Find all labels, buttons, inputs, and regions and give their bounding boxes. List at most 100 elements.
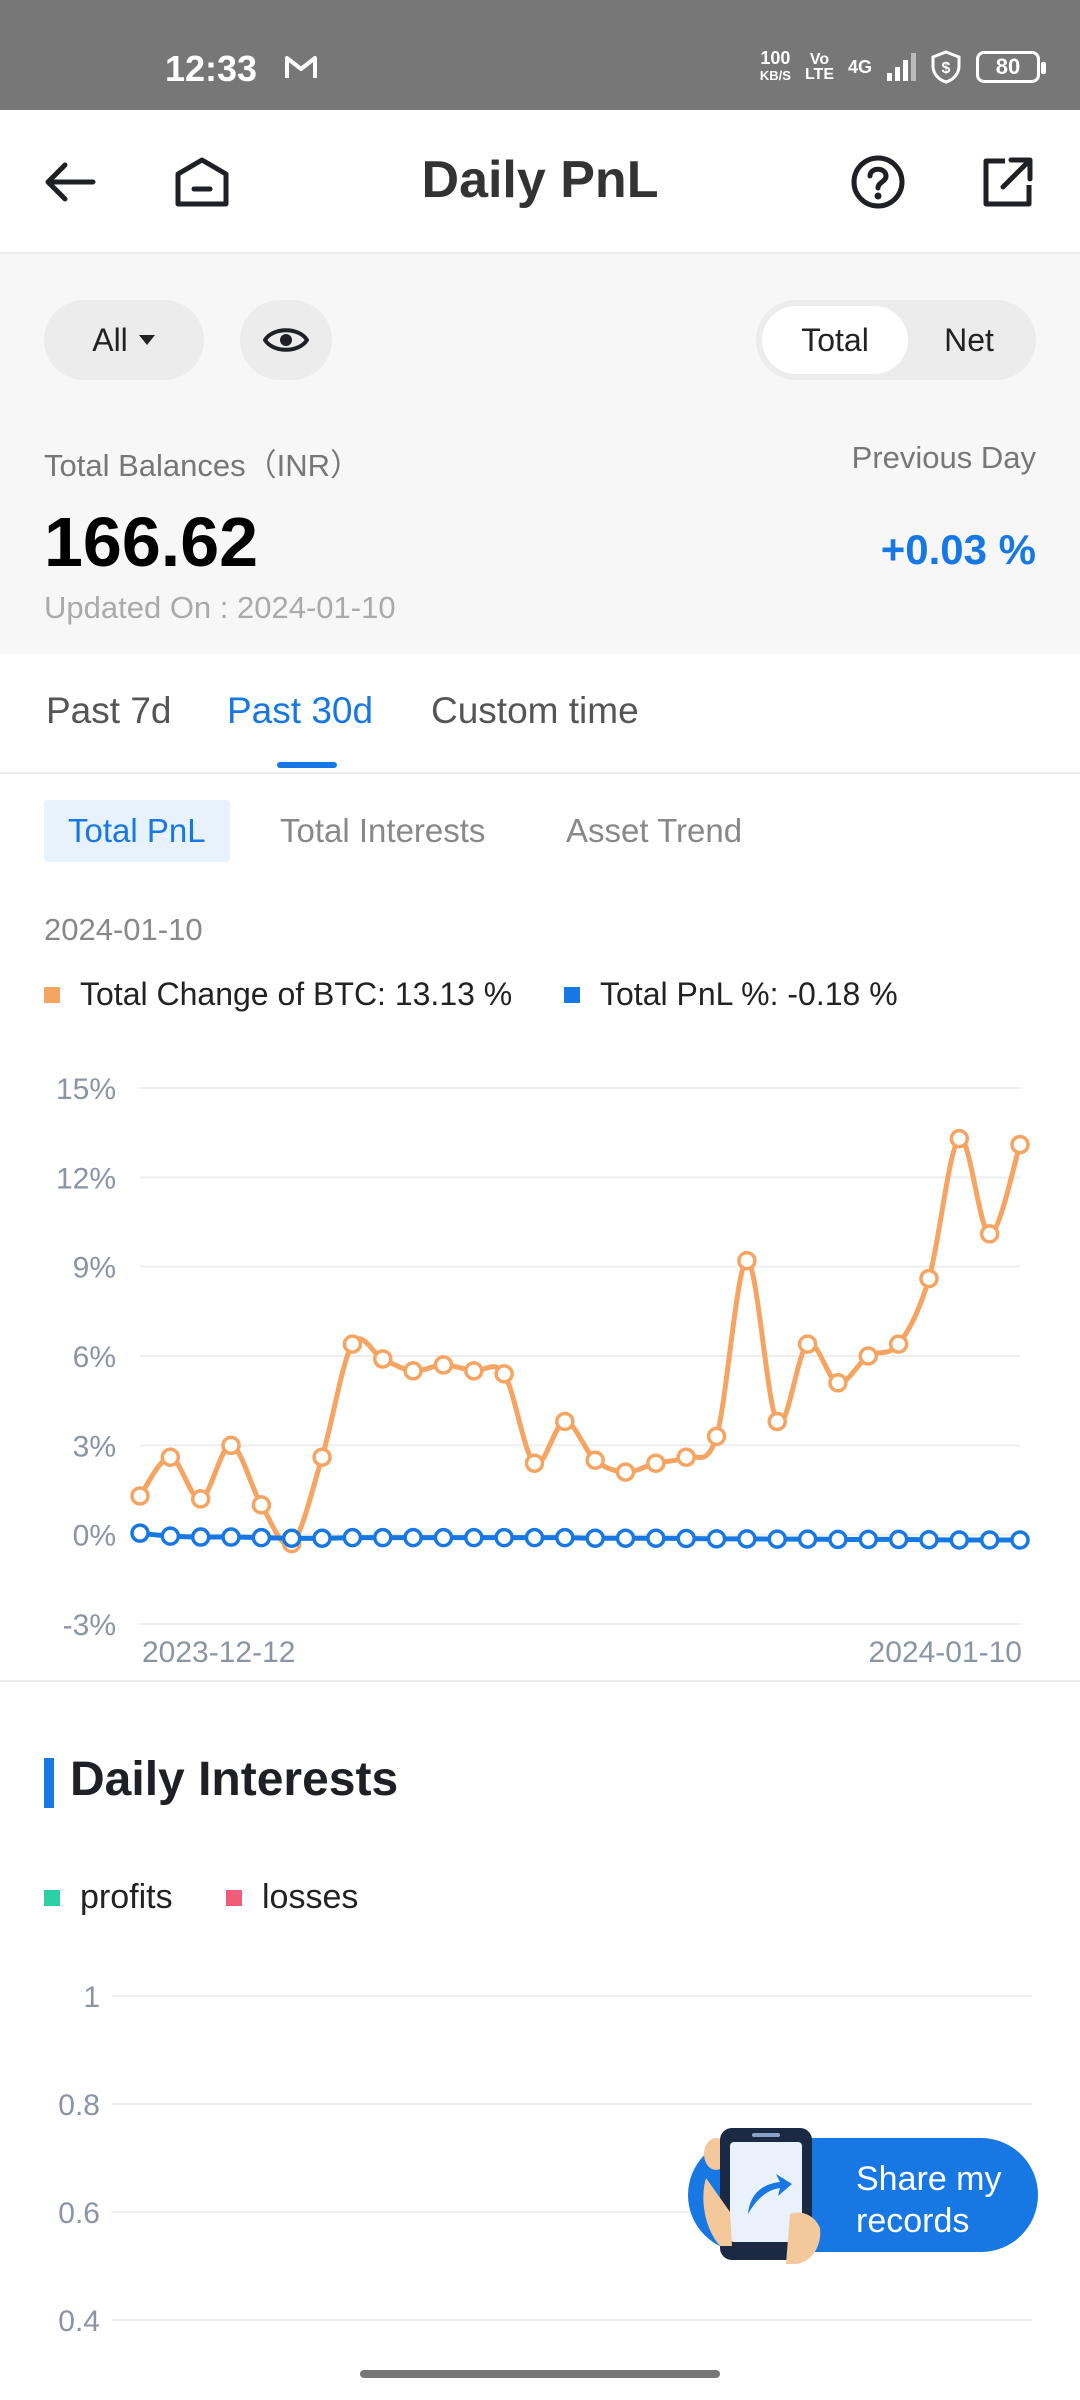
pnl-series-point	[979, 1530, 1000, 1550]
shield-dollar-icon: $	[931, 50, 961, 84]
active-tab-indicator	[277, 762, 337, 768]
btc-series-point	[524, 1453, 545, 1473]
daily-interests-title: Daily Interests	[70, 1753, 399, 1806]
toggle-total[interactable]: Total	[762, 306, 908, 374]
page-title: Daily PnL	[421, 151, 659, 209]
tab-past-7d[interactable]: Past 7d	[46, 690, 172, 731]
legend-losses: losses	[226, 1878, 358, 1917]
pnl-series-point	[615, 1528, 636, 1548]
toggle-net[interactable]: Net	[944, 321, 994, 358]
home-button[interactable]	[170, 150, 234, 214]
battery-indicator: 80	[976, 51, 1046, 83]
pnl-series-point	[130, 1523, 150, 1543]
pnl-series-point	[342, 1527, 363, 1548]
external-link-icon	[983, 157, 1033, 207]
balance-summary: All Total Net Total Balances（INR） Previo…	[0, 254, 1080, 654]
btc-series-point	[646, 1453, 666, 1473]
btc-series-point	[160, 1447, 181, 1467]
share-external-button[interactable]	[976, 150, 1040, 214]
btc-series-point	[433, 1355, 454, 1375]
tab-past-30d[interactable]: Past 30d	[227, 690, 374, 731]
pnl-series-point	[160, 1526, 181, 1546]
svg-text:$: $	[942, 60, 951, 77]
visibility-toggle[interactable]	[240, 300, 332, 380]
btc-series-point	[949, 1128, 970, 1149]
btc-series-point	[555, 1411, 575, 1432]
volte-top: Vo	[809, 51, 830, 68]
btc-series-point	[464, 1361, 484, 1381]
section-divider	[0, 1680, 1080, 1682]
btc-series-point	[403, 1361, 423, 1381]
y-tick-label: 0%	[73, 1520, 116, 1553]
btc-series-point	[342, 1334, 363, 1354]
pnl-series-point	[737, 1529, 757, 1549]
btc-series-point	[706, 1426, 727, 1447]
signal-icon	[887, 53, 916, 81]
help-button[interactable]	[846, 150, 910, 214]
pnl-series-point	[555, 1527, 575, 1548]
y-tick-label: 15%	[56, 1073, 116, 1106]
y-tick-label: 0.8	[58, 2089, 100, 2122]
share-records-button[interactable]: Share my records	[688, 2128, 1038, 2264]
tab-total-pnl[interactable]: Total PnL	[44, 800, 230, 862]
tab-asset-trend[interactable]: Asset Trend	[566, 812, 743, 849]
pnl-series-point	[433, 1527, 454, 1548]
y-tick-label: 0.6	[58, 2197, 100, 2230]
legend-profits-label: profits	[80, 1878, 173, 1916]
home-icon	[175, 157, 229, 207]
balance-value: 166.62	[44, 503, 259, 581]
btc-series-point	[737, 1250, 757, 1271]
pnl-series-point	[767, 1529, 787, 1549]
volte-bottom: LTE	[804, 66, 834, 83]
pnl-series-point	[888, 1529, 909, 1550]
network-speed: 100 KB/S	[759, 48, 791, 84]
btc-series-point	[676, 1447, 696, 1467]
btc-series-point	[919, 1268, 939, 1289]
btc-series-point	[888, 1334, 909, 1354]
section-accent-bar	[44, 1758, 54, 1808]
legend-profits: profits	[44, 1878, 173, 1917]
y-tick-label: 12%	[56, 1162, 116, 1195]
status-indicators: 100 KB/S Vo LTE 4G $ 80	[759, 48, 1046, 84]
help-icon	[851, 155, 905, 209]
pnl-series-point	[646, 1528, 666, 1548]
pnl-series-point	[251, 1527, 272, 1548]
pnl-line-chart[interactable]: 15% 12% 9% 6% 3% 0% -3% 2023-12-12 2024-01-10	[0, 1040, 1080, 1680]
btc-series-point	[494, 1364, 514, 1384]
pnl-series-point	[281, 1528, 302, 1548]
y-tick-label: -3%	[63, 1609, 116, 1642]
phone-share-icon	[703, 2128, 821, 2264]
pnl-series-point	[221, 1527, 241, 1547]
speed-value: 100	[760, 48, 791, 68]
pnl-series-point	[494, 1527, 514, 1548]
pnl-series-point	[464, 1527, 484, 1548]
eye-icon	[263, 328, 309, 352]
legend-btc-label: Total Change of BTC: 13.13 %	[80, 976, 513, 1012]
btc-series-point	[767, 1411, 787, 1432]
y-tick-label: 6%	[73, 1341, 116, 1374]
btc-series-point	[615, 1462, 636, 1482]
back-button[interactable]	[38, 150, 102, 214]
y-tick-label: 1	[83, 1981, 100, 2014]
legend-btc-swatch	[44, 986, 60, 1003]
pnl-series-point	[676, 1528, 696, 1549]
y-tick-label: 9%	[73, 1252, 116, 1285]
tab-custom-time[interactable]: Custom time	[431, 690, 639, 731]
btc-series-point	[221, 1435, 241, 1456]
status-bar: 12:33 100 KB/S Vo LTE 4G $ 80	[0, 0, 1080, 110]
legend-pnl-label: Total PnL %: -0.18 %	[600, 976, 898, 1012]
account-filter-dropdown[interactable]: All	[44, 300, 204, 380]
pnl-series-point	[797, 1529, 818, 1549]
daily-interests-chart: 1 0.8 0.6 0.4	[58, 1981, 1032, 2338]
pnl-series-point	[190, 1527, 211, 1547]
pnl-series-point	[949, 1530, 970, 1550]
legend-losses-label: losses	[262, 1878, 359, 1916]
home-indicator	[360, 2370, 720, 2378]
tab-total-interests[interactable]: Total Interests	[280, 812, 486, 849]
speed-unit: KB/S	[759, 68, 791, 83]
btc-series-point	[130, 1486, 150, 1506]
legend-btc: Total Change of BTC: 13.13 %	[44, 976, 512, 1013]
x-tick-label-end: 2024-01-10	[869, 1636, 1022, 1669]
network-type: 4G	[847, 56, 872, 77]
app-header: Daily PnL	[0, 110, 1080, 254]
